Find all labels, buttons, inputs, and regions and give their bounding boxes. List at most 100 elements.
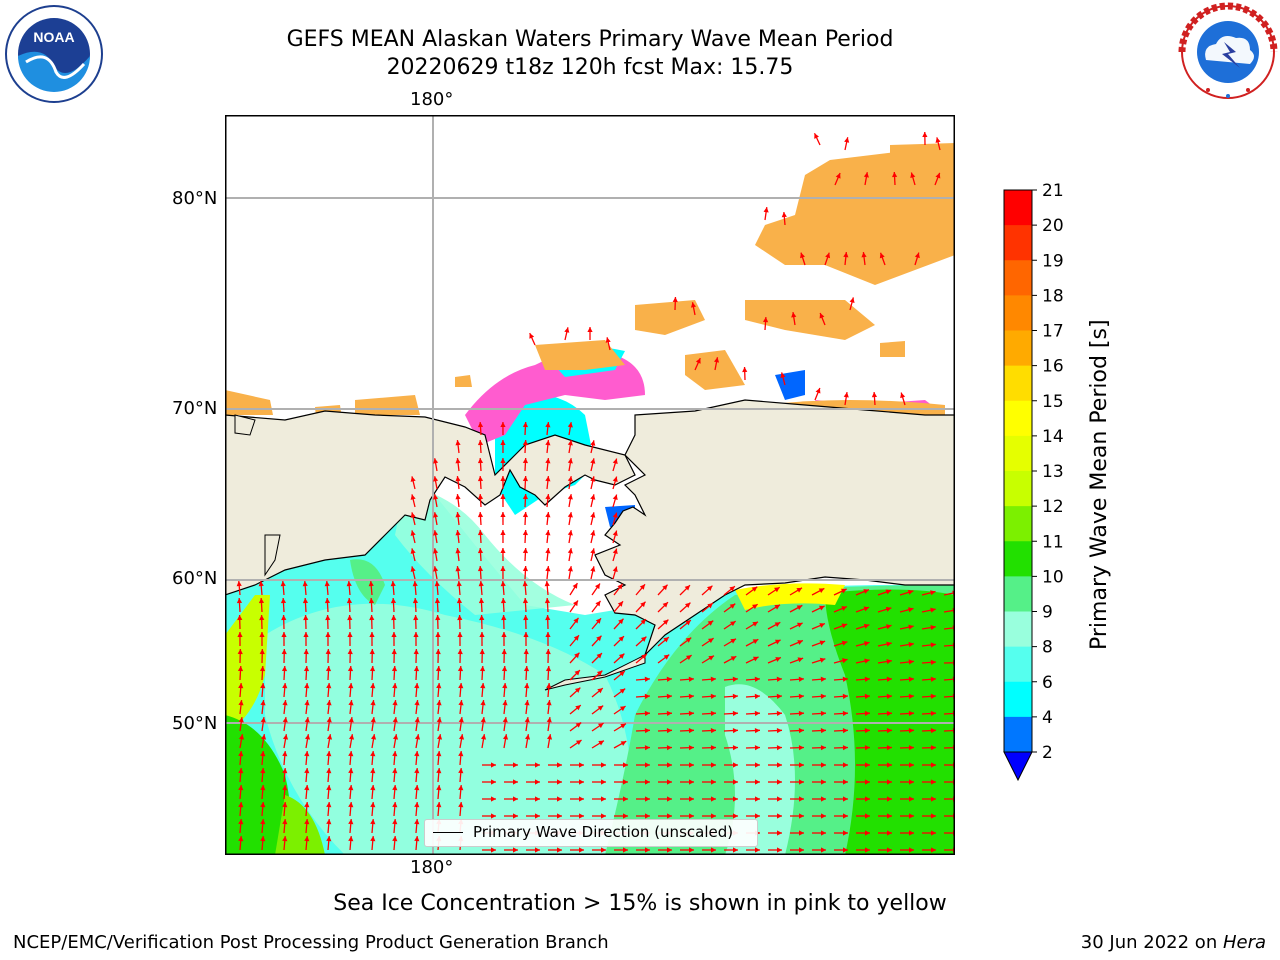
direction-arrow bbox=[812, 813, 826, 819]
graticule bbox=[225, 115, 955, 855]
direction-arrow bbox=[843, 392, 849, 406]
direction-arrow bbox=[635, 693, 651, 699]
direction-arrow bbox=[569, 687, 581, 698]
direction-arrow bbox=[482, 813, 496, 819]
direction-arrow bbox=[370, 835, 376, 851]
direction-arrow bbox=[657, 710, 673, 717]
direction-arrow bbox=[544, 580, 550, 596]
direction-arrow bbox=[523, 631, 529, 647]
direction-arrow bbox=[899, 693, 915, 699]
direction-arrow bbox=[260, 801, 266, 817]
direction-arrow bbox=[414, 818, 420, 834]
direction-arrow bbox=[613, 653, 625, 664]
colorbar-tick-label: 6 bbox=[1042, 673, 1053, 693]
direction-arrow bbox=[812, 796, 826, 802]
direction-arrow bbox=[812, 847, 826, 853]
direction-arrow bbox=[282, 767, 288, 783]
direction-arrow bbox=[567, 548, 573, 562]
direction-arrow bbox=[455, 494, 461, 508]
direction-arrow bbox=[591, 652, 603, 664]
direction-arrow bbox=[900, 847, 914, 853]
direction-arrow bbox=[348, 734, 355, 749]
direction-arrow bbox=[856, 830, 870, 836]
direction-arrow bbox=[814, 387, 821, 401]
direction-arrow bbox=[325, 648, 331, 664]
direction-arrow bbox=[570, 796, 584, 802]
direction-arrow bbox=[412, 580, 418, 596]
direction-arrow bbox=[479, 631, 485, 647]
direction-arrow bbox=[522, 457, 529, 472]
direction-arrow bbox=[635, 676, 651, 682]
direction-arrow bbox=[899, 727, 915, 734]
direction-arrow bbox=[745, 693, 761, 699]
direction-arrow bbox=[657, 727, 673, 734]
direction-arrow bbox=[877, 606, 892, 613]
direction-arrow bbox=[657, 636, 670, 647]
lat-label-70n: 70°N bbox=[172, 398, 218, 419]
direction-arrow bbox=[745, 621, 759, 630]
direction-arrow bbox=[612, 476, 618, 490]
direction-arrow bbox=[522, 511, 529, 526]
direction-arrow bbox=[282, 700, 288, 715]
noaa-logo-text: NOAA bbox=[33, 29, 74, 45]
colorbar-extend-arrow bbox=[1003, 751, 1033, 782]
direction-arrow bbox=[435, 665, 442, 681]
direction-arrow bbox=[811, 605, 825, 613]
direction-arrow bbox=[745, 676, 761, 682]
direction-arrow bbox=[477, 439, 484, 454]
direction-arrow bbox=[657, 693, 673, 699]
direction-arrow bbox=[436, 750, 442, 766]
direction-arrow bbox=[871, 391, 878, 406]
direction-arrow bbox=[701, 655, 715, 664]
direction-arrow bbox=[436, 784, 442, 800]
direction-arrow bbox=[477, 529, 484, 544]
direction-arrow bbox=[304, 734, 311, 749]
direction-arrow bbox=[590, 566, 596, 580]
direction-arrow bbox=[282, 835, 288, 851]
direction-arrow bbox=[326, 818, 332, 834]
direction-arrow bbox=[348, 682, 354, 698]
direction-arrow bbox=[347, 665, 354, 681]
direction-arrow bbox=[456, 580, 462, 596]
direction-arrow bbox=[570, 779, 584, 785]
direction-arrow bbox=[524, 717, 530, 732]
direction-arrow bbox=[410, 548, 416, 562]
colorbar-tick-label: 9 bbox=[1042, 603, 1053, 623]
direction-arrow bbox=[500, 475, 506, 490]
direction-arrow bbox=[347, 614, 353, 630]
direction-arrow bbox=[391, 665, 398, 681]
direction-arrow bbox=[635, 727, 651, 734]
direction-arrow bbox=[605, 337, 611, 351]
direction-arrow bbox=[548, 796, 562, 802]
direction-arrow bbox=[877, 641, 892, 647]
direction-arrow bbox=[855, 588, 870, 596]
direction-arrow bbox=[259, 614, 265, 630]
colorbar-segment bbox=[1004, 295, 1032, 331]
direction-arrow bbox=[723, 727, 739, 734]
direction-arrow bbox=[482, 779, 496, 785]
direction-arrow bbox=[635, 601, 646, 613]
direction-arrow bbox=[326, 835, 332, 851]
direction-arrow bbox=[413, 631, 419, 647]
direction-arrow bbox=[789, 693, 805, 699]
colorbar-segment bbox=[1004, 681, 1032, 718]
direction-arrow bbox=[900, 813, 914, 819]
direction-arrow bbox=[899, 607, 914, 613]
direction-arrow bbox=[701, 637, 714, 647]
direction-arrow bbox=[635, 583, 646, 596]
direction-arrow bbox=[833, 745, 849, 751]
direction-arrow bbox=[548, 813, 562, 819]
direction-arrow bbox=[260, 750, 266, 766]
direction-arrow bbox=[347, 648, 353, 664]
direction-arrow bbox=[587, 327, 593, 340]
direction-arrow bbox=[811, 710, 827, 717]
direction-arrow bbox=[861, 252, 867, 266]
direction-arrow bbox=[390, 597, 397, 613]
direction-arrow bbox=[745, 727, 761, 734]
direction-arrow bbox=[567, 422, 573, 436]
direction-arrow bbox=[790, 779, 804, 785]
direction-arrow bbox=[326, 767, 332, 783]
direction-arrow bbox=[762, 316, 769, 331]
direction-arrow bbox=[324, 580, 330, 596]
colorbar-tick-label: 12 bbox=[1042, 497, 1064, 517]
